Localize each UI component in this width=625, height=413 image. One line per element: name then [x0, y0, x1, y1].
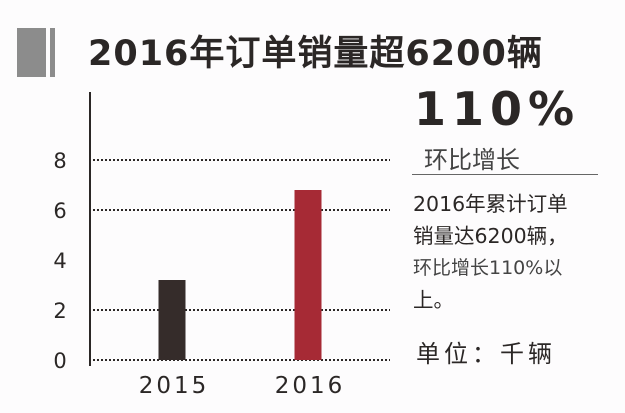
growth-value: 110% [414, 82, 581, 136]
title-marker-bar [50, 28, 55, 77]
y-tick-label: 6 [53, 199, 66, 223]
y-tick-label: 8 [53, 149, 66, 173]
y-tick-label: 2 [53, 299, 66, 323]
bar-2015 [158, 280, 186, 360]
description-line: 环比增长110%以 [413, 257, 563, 279]
description-line: 2016年累计订单 [413, 192, 568, 216]
y-tick-label: 0 [53, 349, 66, 373]
description: 2016年累计订单 销量达6200辆， 环比增长110%以 上。 [413, 188, 613, 316]
bar-2016 [294, 190, 322, 360]
y-tick-label: 4 [53, 249, 66, 273]
growth-label: 环比增长 [424, 146, 520, 174]
unit-label: 单位：千辆 [416, 340, 556, 368]
title-marker-block [17, 28, 46, 77]
description-line: 销量达6200辆， [413, 224, 568, 248]
description-line: 上。 [413, 288, 454, 312]
chart-title: 2016年订单销量超6200辆 [88, 34, 543, 74]
x-tick-label: 2015 [139, 373, 210, 399]
x-tick-label: 2016 [275, 373, 346, 399]
bar-chart: 0 2 4 6 8 2015 2016 [53, 92, 390, 399]
divider [412, 174, 598, 175]
